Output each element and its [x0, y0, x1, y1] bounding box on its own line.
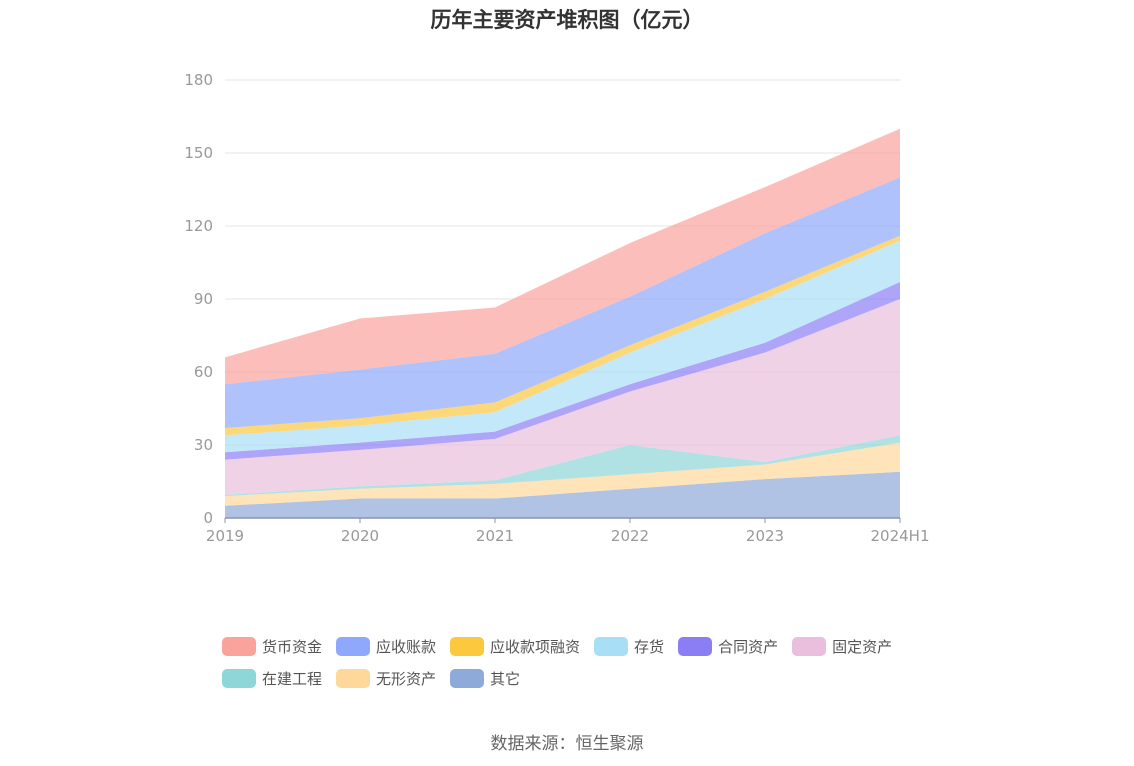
legend-item[interactable]: 无形资产	[336, 668, 436, 689]
area-series-5	[225, 240, 900, 453]
legend-label: 存货	[634, 637, 665, 656]
y-tick-label: 150	[184, 144, 213, 162]
x-tick-label: 2024H1	[871, 527, 930, 545]
legend-swatch	[678, 636, 713, 656]
y-tick-label: 0	[203, 509, 213, 527]
area-series-0	[225, 471, 900, 518]
legend-item[interactable]: 其它	[450, 668, 520, 689]
legend-swatch	[450, 636, 485, 656]
legend-swatch	[222, 636, 256, 656]
x-tick-label: 2022	[611, 527, 649, 545]
legend: 货币资金 应收账款 应收款项融资 存货 合同资产 固定资产 在建工程 无形资产 其它	[222, 630, 942, 694]
legend-label: 固定资产	[832, 637, 893, 656]
area-series-3	[225, 299, 900, 495]
legend-swatch	[336, 668, 371, 688]
legend-item[interactable]: 货币资金	[222, 636, 322, 657]
x-axis-ticks: 2019 2020 2021 2022 2023 2024H1	[206, 527, 930, 545]
legend-item[interactable]: 合同资产	[678, 636, 778, 657]
legend-label: 无形资产	[376, 669, 437, 688]
legend-label: 应收款项融资	[490, 637, 581, 656]
legend-row: 在建工程 无形资产 其它	[222, 662, 942, 694]
area-series-1	[225, 442, 900, 506]
legend-row: 货币资金 应收账款 应收款项融资 存货 合同资产 固定资产	[222, 630, 942, 662]
area-series-group	[225, 128, 900, 518]
x-tick-label: 2020	[341, 527, 379, 545]
legend-label: 合同资产	[718, 637, 779, 656]
legend-label: 应收账款	[376, 637, 437, 656]
legend-label: 其它	[490, 669, 521, 688]
y-tick-label: 90	[194, 290, 213, 308]
y-axis-ticks: 0 30 60 90 120 150 180	[184, 71, 213, 527]
y-tick-label: 120	[184, 217, 213, 235]
x-axis	[224, 517, 901, 523]
x-tick-label: 2021	[476, 527, 514, 545]
legend-item[interactable]: 固定资产	[792, 636, 892, 657]
area-series-2	[225, 435, 900, 497]
legend-label: 在建工程	[262, 669, 323, 688]
legend-item[interactable]: 应收款项融资	[450, 636, 580, 657]
legend-swatch	[594, 636, 629, 656]
stacked-area-chart: 0 30 60 90 120 150 180 2019 2020 2021 2022 2023 202…	[184, 71, 930, 545]
y-tick-label: 180	[184, 71, 213, 89]
legend-swatch	[450, 668, 485, 688]
legend-swatch	[792, 636, 827, 656]
chart-title: 历年主要资产堆积图（亿元）	[430, 8, 704, 32]
area-series-8	[225, 128, 900, 385]
legend-label: 货币资金	[262, 637, 323, 656]
legend-item[interactable]: 存货	[594, 636, 664, 657]
data-source: 数据来源：恒生聚源	[490, 734, 644, 754]
y-tick-label: 60	[194, 363, 213, 381]
x-tick-label: 2019	[206, 527, 244, 545]
x-tick-label: 2023	[746, 527, 784, 545]
y-tick-label: 30	[194, 436, 213, 454]
area-series-7	[225, 177, 900, 428]
legend-item[interactable]: 在建工程	[222, 668, 322, 689]
legend-swatch	[222, 668, 256, 688]
legend-item[interactable]: 应收账款	[336, 636, 436, 657]
legend-swatch	[336, 636, 371, 656]
